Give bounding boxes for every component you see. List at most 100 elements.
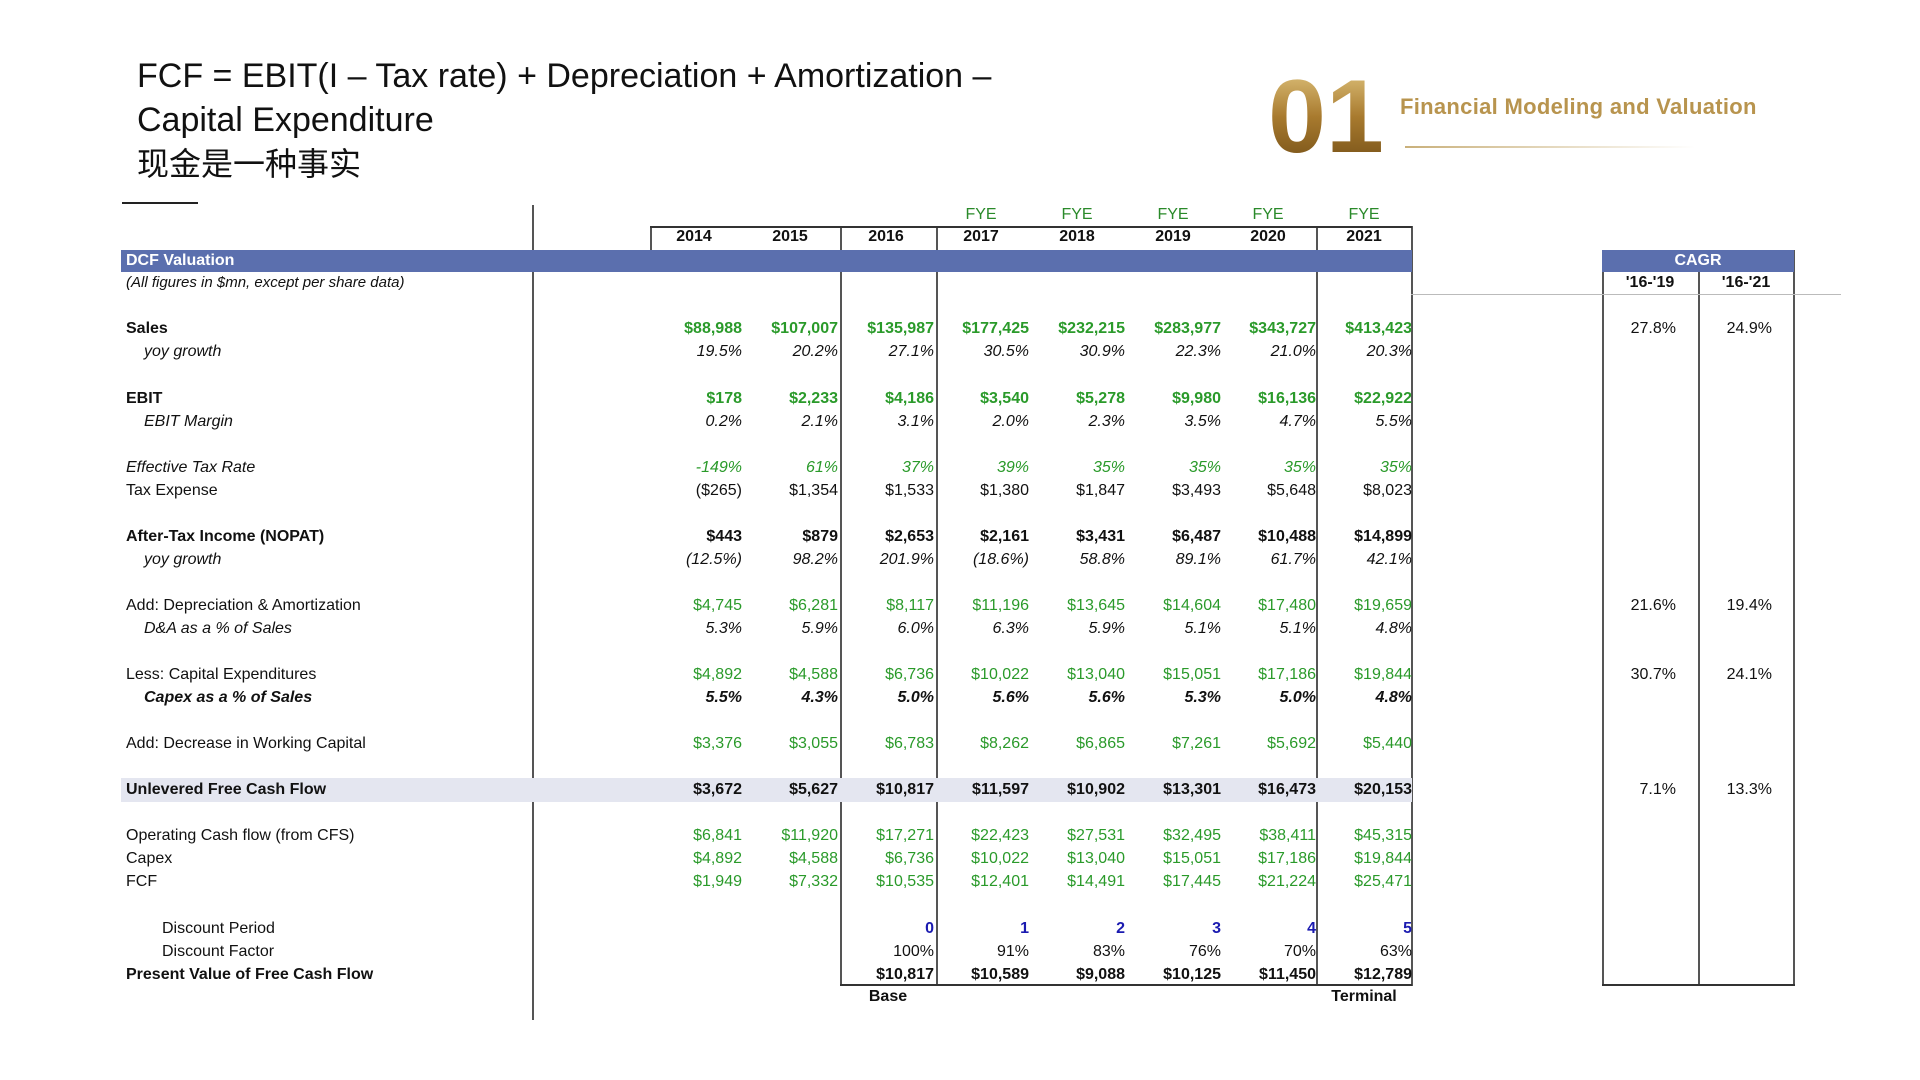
table-cell: $1,380	[980, 482, 1029, 499]
table-cell: $10,535	[876, 873, 934, 890]
table-cell: (12.5%)	[685, 551, 742, 568]
table-cell: $10,022	[971, 850, 1029, 867]
section-header-band	[121, 250, 1412, 272]
table-cell: $4,588	[789, 850, 838, 867]
table-cell: $4,588	[789, 666, 838, 683]
table-cell: $283,977	[1154, 320, 1221, 337]
title-line-2: Capital Expenditure	[137, 101, 434, 139]
table-cell: $879	[802, 528, 838, 545]
grid-line	[1698, 272, 1700, 986]
row-label: Unlevered Free Cash Flow	[126, 781, 327, 798]
table-cell: $32,495	[1163, 827, 1221, 844]
table-cell: 98.2%	[792, 551, 838, 568]
table-cell: 37%	[901, 459, 934, 476]
table-cell: $6,783	[885, 735, 934, 752]
row-label: Less: Capital Expenditures	[126, 666, 317, 683]
table-cell: 22.3%	[1175, 343, 1221, 360]
table-cell: $14,899	[1354, 528, 1412, 545]
table-cell: 83%	[1092, 943, 1125, 960]
table-cell: $5,278	[1076, 390, 1125, 407]
table-cell: 100%	[893, 943, 934, 960]
table-cell: $2,161	[980, 528, 1029, 545]
table-cell: $10,022	[971, 666, 1029, 683]
table-cell: $11,196	[972, 597, 1029, 614]
table-cell: $7,261	[1172, 735, 1221, 752]
table-cell: $10,902	[1067, 781, 1125, 798]
fye-label: FYE	[965, 206, 997, 223]
table-cell: 5.0%	[897, 689, 934, 706]
table-cell: 5.5%	[705, 689, 742, 706]
table-cell: 91%	[996, 943, 1029, 960]
table-cell: 21.0%	[1270, 343, 1316, 360]
table-cell: $1,354	[789, 482, 838, 499]
table-cell: 27.1%	[888, 343, 934, 360]
row-label: Discount Factor	[162, 943, 275, 960]
table-cell: (18.6%)	[972, 551, 1029, 568]
table-cell: $13,301	[1163, 781, 1221, 798]
table-cell: $17,480	[1258, 597, 1316, 614]
table-cell: $10,817	[876, 781, 934, 798]
table-cell: $13,645	[1067, 597, 1125, 614]
table-cell: 5.6%	[992, 689, 1029, 706]
row-label: EBIT Margin	[144, 413, 233, 430]
table-cell: 2.3%	[1088, 413, 1125, 430]
table-cell: $10,488	[1258, 528, 1316, 545]
row-label: Add: Decrease in Working Capital	[126, 735, 366, 752]
table-cell: 2.1%	[801, 413, 838, 430]
table-cell: 35%	[1283, 459, 1316, 476]
cagr-cell: 24.9%	[1726, 320, 1772, 337]
table-cell: $5,627	[789, 781, 838, 798]
grid-line	[650, 226, 1412, 228]
row-label: Tax Expense	[126, 482, 218, 499]
table-cell: $178	[706, 390, 742, 407]
grid-line	[1411, 226, 1413, 986]
title-line-1: FCF = EBIT(I – Tax rate) + Depreciation …	[137, 57, 992, 95]
table-cell: 5.5%	[1375, 413, 1412, 430]
section-subtitle: (All figures in $mn, except per share da…	[126, 274, 405, 291]
year-header-2014: 2014	[676, 228, 712, 245]
table-cell: $5,440	[1363, 735, 1412, 752]
table-cell: $17,271	[876, 827, 934, 844]
table-cell: 4.7%	[1279, 413, 1316, 430]
table-cell: $4,892	[693, 666, 742, 683]
table-cell: $14,491	[1067, 873, 1125, 890]
logo-number-icon: 01	[1268, 62, 1384, 162]
table-cell: 5.9%	[1088, 620, 1125, 637]
table-cell: $17,186	[1258, 850, 1316, 867]
table-cell: 19.5%	[696, 343, 742, 360]
cagr-cell: 19.4%	[1726, 597, 1772, 614]
table-cell: $3,431	[1076, 528, 1125, 545]
table-cell: 0.2%	[705, 413, 742, 430]
table-cell: 5.9%	[801, 620, 838, 637]
grid-line	[840, 226, 842, 986]
table-cell: 30.9%	[1079, 343, 1125, 360]
cagr-title: CAGR	[1674, 252, 1722, 269]
table-cell: ($265)	[695, 482, 742, 499]
table-cell: $22,922	[1354, 390, 1412, 407]
table-cell: $1,847	[1076, 482, 1125, 499]
year-header-2016: 2016	[868, 228, 904, 245]
fye-label: FYE	[1157, 206, 1189, 223]
cagr-cell: 21.6%	[1630, 597, 1676, 614]
table-cell: 58.8%	[1079, 551, 1125, 568]
row-label: Operating Cash flow (from CFS)	[126, 827, 355, 844]
table-cell: 35%	[1092, 459, 1125, 476]
table-cell: $3,376	[693, 735, 742, 752]
table-cell: $22,423	[971, 827, 1029, 844]
footer-terminal-label: Terminal	[1331, 988, 1397, 1005]
table-cell: 3.1%	[897, 413, 934, 430]
table-cell: 2	[1116, 920, 1125, 937]
table-cell: 76%	[1188, 943, 1221, 960]
cagr-cell: 7.1%	[1639, 781, 1676, 798]
logo-rule	[1405, 146, 1695, 148]
table-cell: 0	[925, 920, 934, 937]
table-cell: 5.3%	[1184, 689, 1221, 706]
grid-line	[1793, 250, 1795, 986]
table-cell: $4,745	[693, 597, 742, 614]
table-cell: $3,055	[789, 735, 838, 752]
row-label: FCF	[126, 873, 158, 890]
table-cell: 20.3%	[1366, 343, 1412, 360]
table-cell: $443	[706, 528, 742, 545]
table-cell: 63%	[1379, 943, 1412, 960]
